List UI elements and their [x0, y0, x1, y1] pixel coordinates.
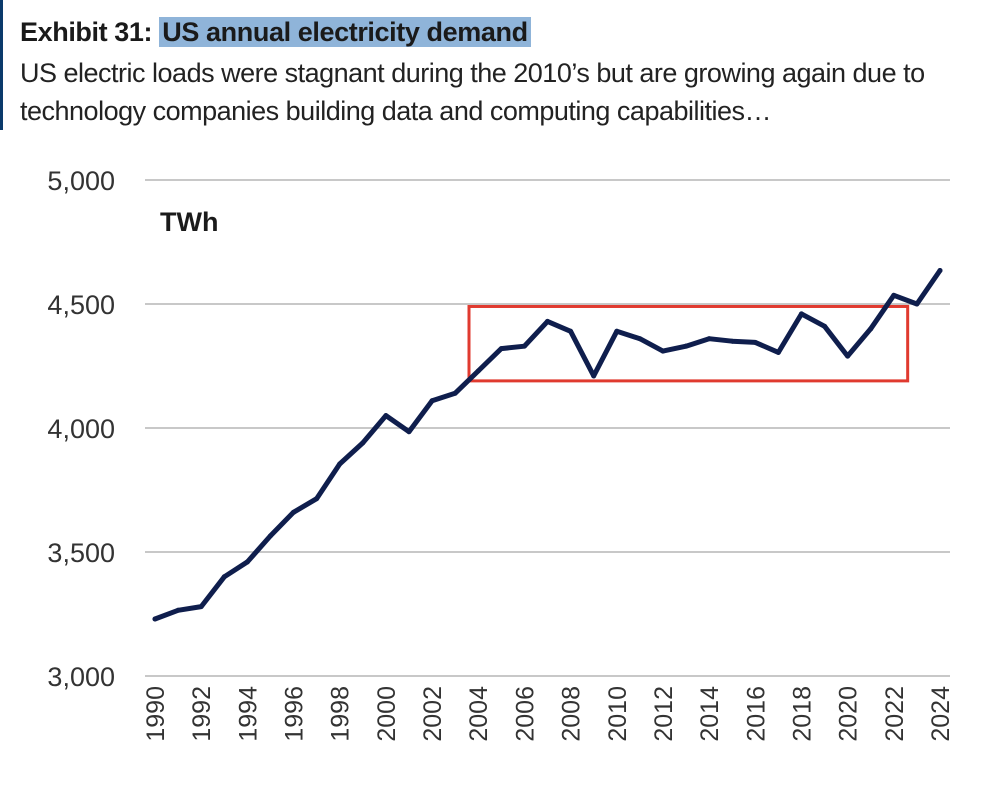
data-point [175, 607, 181, 613]
x-tick-label: 2008 [558, 686, 586, 742]
exhibit-label: Exhibit 31: [20, 17, 153, 47]
chart-area: 3,000 3,500 4,000 4,500 5,000 TWh 1990 1992 19… [0, 150, 990, 792]
y-axis-ticks: 3,000 3,500 4,000 4,500 5,000 [47, 166, 115, 692]
data-point [845, 353, 851, 359]
data-point [314, 496, 320, 502]
data-point [498, 346, 504, 352]
data-point [614, 328, 620, 334]
x-tick-label: 2002 [419, 686, 447, 742]
data-point [406, 429, 412, 435]
x-tick-label: 1994 [234, 686, 262, 742]
data-point [383, 413, 389, 419]
data-point [521, 343, 527, 349]
data-point [221, 574, 227, 580]
x-tick-label: 2012 [650, 686, 678, 742]
x-tick-label: 2014 [696, 686, 724, 742]
data-point [291, 509, 297, 515]
x-tick-label: 2016 [742, 686, 770, 742]
x-tick-label: 1992 [188, 686, 216, 742]
y-axis-unit-label: TWh [160, 207, 218, 237]
x-tick-label: 2004 [465, 686, 493, 742]
data-point [775, 349, 781, 355]
x-tick-label: 2006 [511, 686, 539, 742]
x-tick-label: 2024 [927, 686, 955, 742]
y-tick-label: 3,500 [47, 538, 115, 568]
data-point [429, 398, 435, 404]
data-point [868, 326, 874, 332]
data-point [337, 461, 343, 467]
x-axis-ticks: 1990 1992 1994 1996 1998 2000 2002 2004 2006 2008… [142, 686, 955, 742]
x-tick-label: 2010 [604, 686, 632, 742]
x-tick-label: 2022 [881, 686, 909, 742]
x-tick-label: 1990 [142, 686, 170, 742]
data-point [683, 343, 689, 349]
data-point [798, 311, 804, 317]
data-point [752, 339, 758, 345]
data-point [244, 559, 250, 565]
annotations [467, 304, 910, 383]
x-tick-label: 1996 [281, 686, 309, 742]
data-point [706, 336, 712, 342]
data-point [660, 348, 666, 354]
data-point [475, 368, 481, 374]
data-point [822, 323, 828, 329]
data-point [568, 328, 574, 334]
title-text: US annual electricity demand [159, 17, 531, 47]
y-tick-label: 5,000 [47, 166, 115, 196]
data-point [729, 338, 735, 344]
y-tick-label: 4,500 [47, 290, 115, 320]
data-point [914, 301, 920, 307]
data-point [591, 373, 597, 379]
chart-title: Exhibit 31: US annual electricity demand [20, 14, 980, 50]
data-point [545, 318, 550, 324]
data-point [452, 390, 458, 396]
gridlines [145, 179, 950, 677]
x-tick-label: 2000 [373, 686, 401, 742]
highlight-box [467, 304, 910, 383]
y-tick-label: 4,000 [47, 414, 115, 444]
data-point [152, 616, 158, 622]
data-point [267, 533, 273, 539]
data-point [637, 336, 643, 342]
chart-header: Exhibit 31: US annual electricity demand… [20, 14, 980, 130]
x-tick-label: 1998 [327, 686, 355, 742]
series [152, 268, 943, 622]
data-point [198, 604, 204, 610]
y-tick-label: 3,000 [47, 662, 115, 692]
data-point [937, 268, 943, 274]
x-tick-label: 2020 [835, 686, 863, 742]
left-accent-rule [0, 0, 3, 130]
x-tick-label: 2018 [788, 686, 816, 742]
data-point [891, 292, 897, 298]
data-point [360, 440, 366, 446]
chart-subtitle: US electric loads were stagnant during t… [20, 58, 925, 126]
